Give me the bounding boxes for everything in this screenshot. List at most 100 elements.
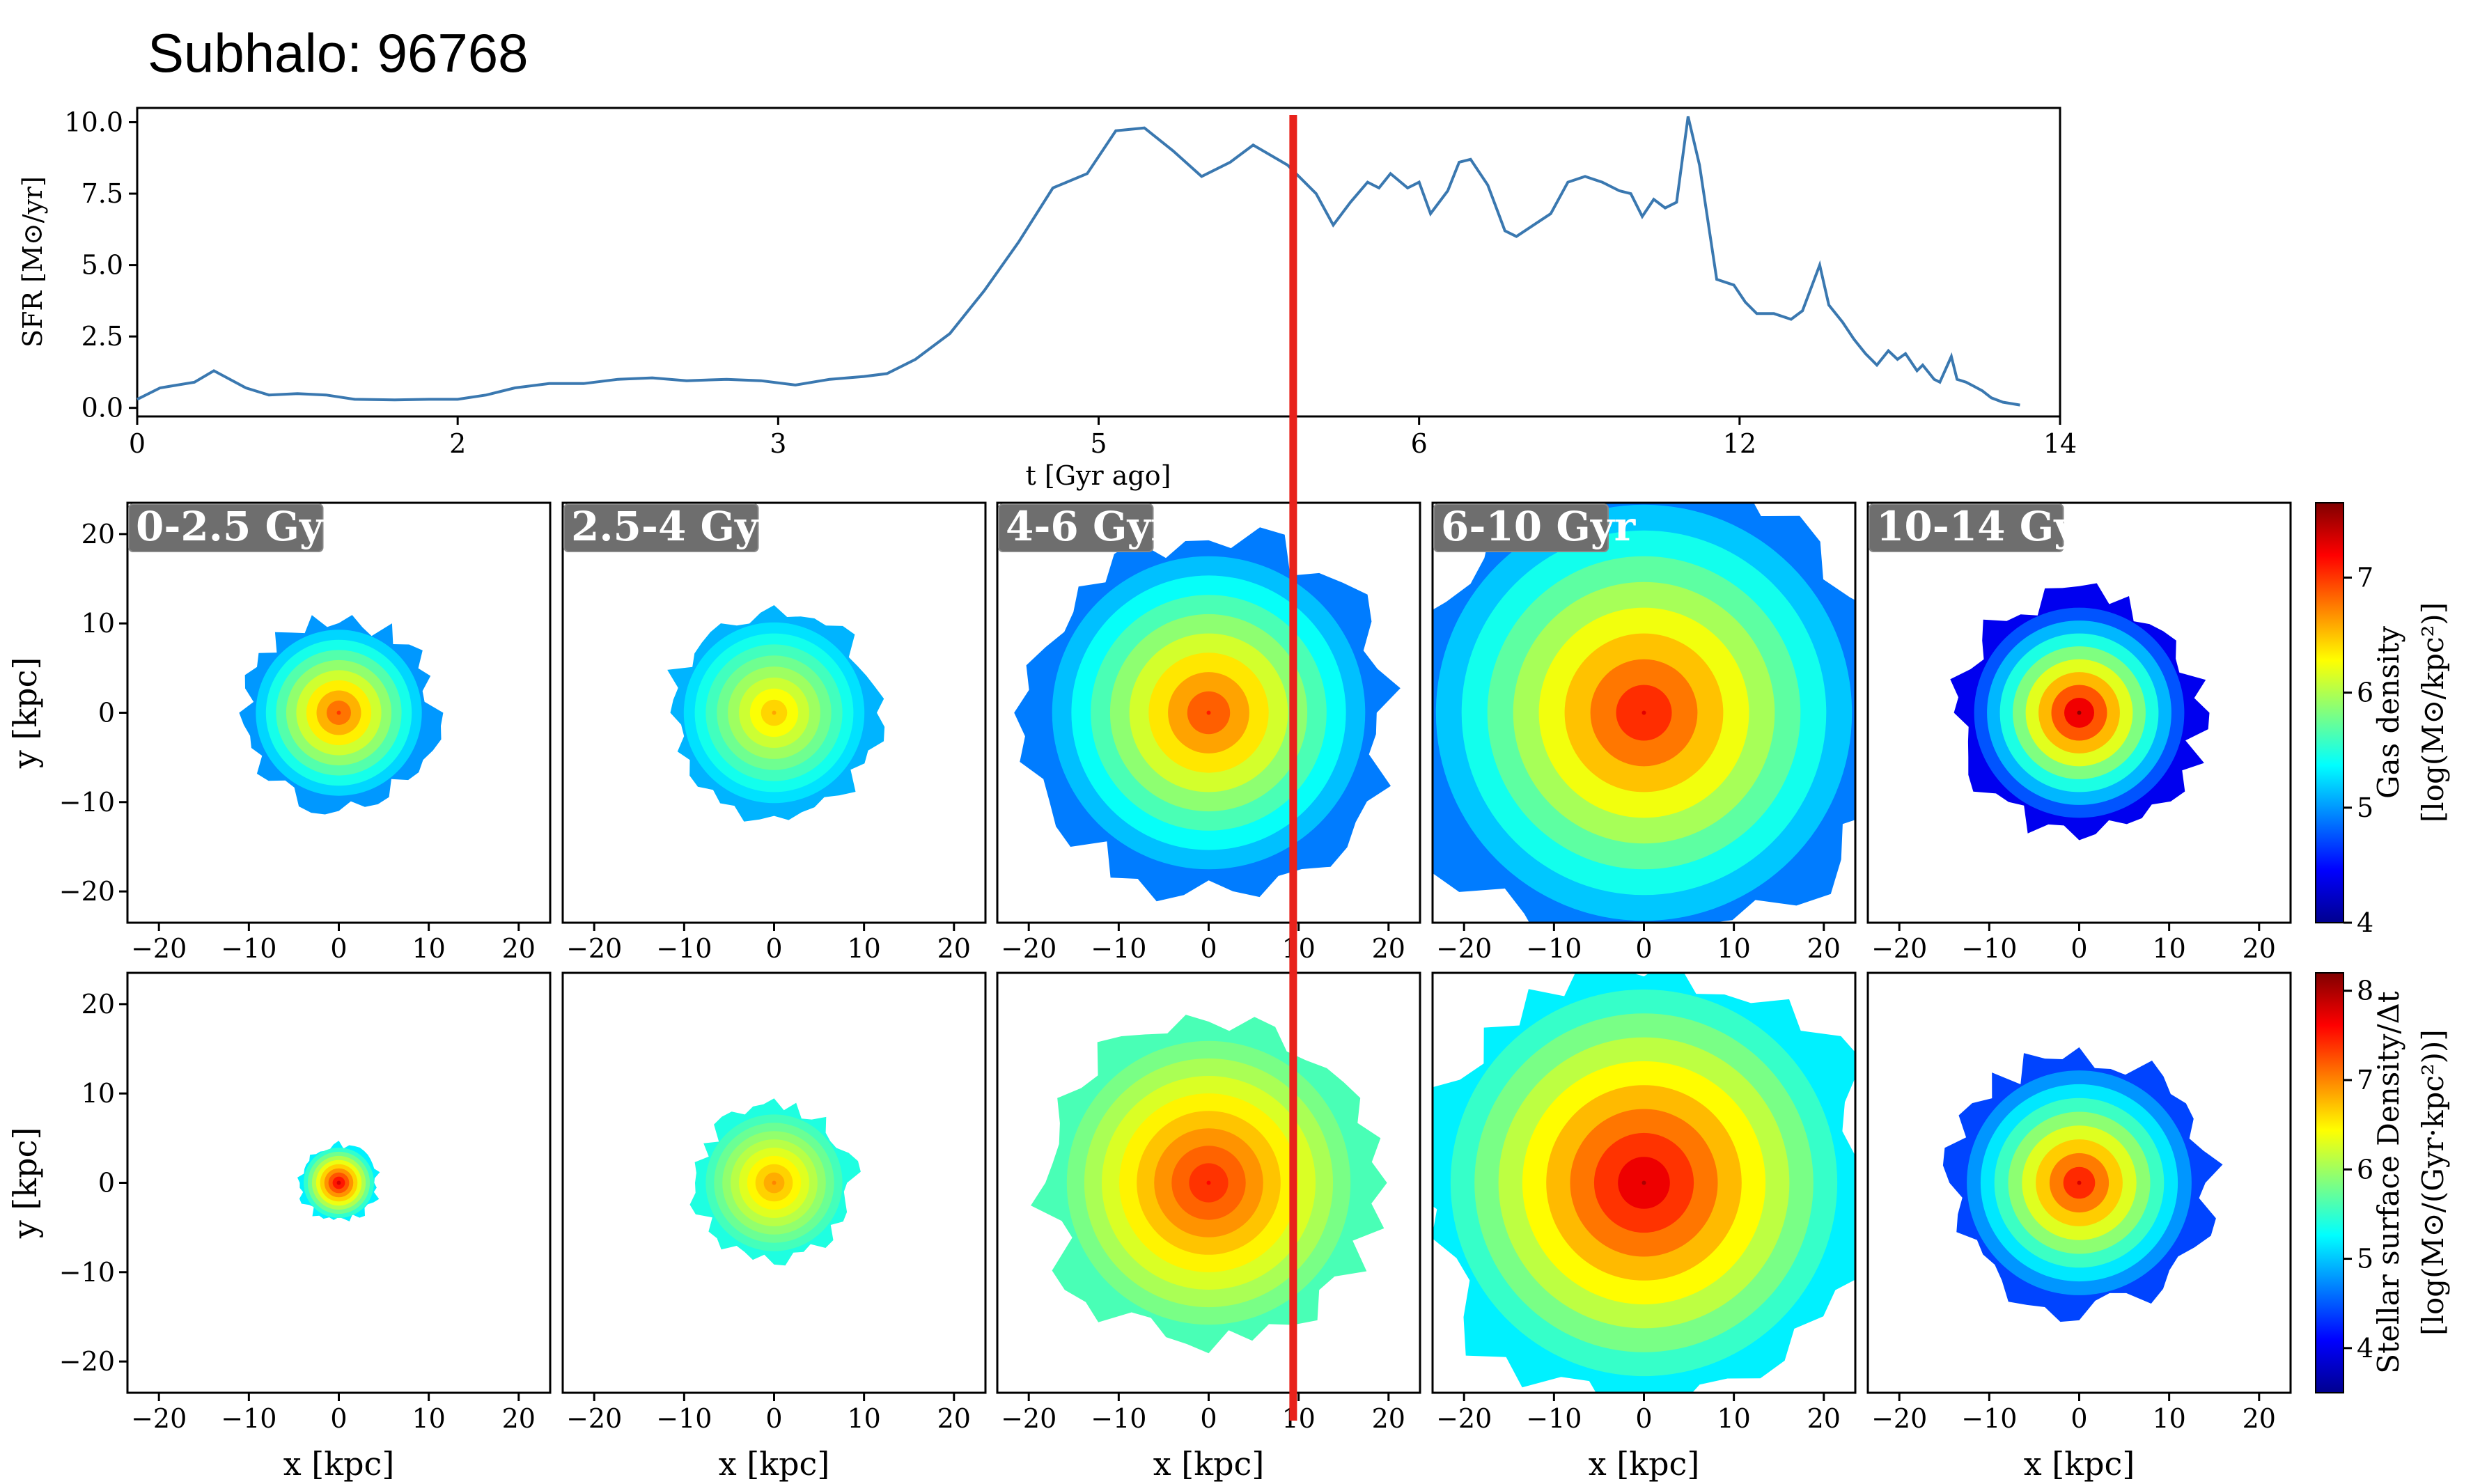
panel-x-tick-label: −10 (1961, 1403, 2017, 1434)
sfr-chart: 0 2 3 5 6 12 14 0.0 2.5 5.0 7.5 10.0 t [Gyr ago] SF… (17, 107, 2077, 491)
colorbar-tick-label: 8 (2357, 976, 2373, 1006)
heatmap-image (1950, 583, 2210, 841)
stellar-colorbar-gradient (2315, 972, 2344, 1393)
colorbar-tick-label: 6 (2357, 678, 2373, 708)
panel-x-tick-label: 0 (1635, 1403, 1652, 1434)
stellar-colorbar-label-line2: [log(M⊙/(Gyr·kpc²))] (2416, 1029, 2450, 1336)
panel-x-tick-label: −20 (1001, 1403, 1056, 1434)
panel-x-tick-label: 20 (2243, 933, 2276, 964)
heatmap-density-level (772, 1180, 777, 1185)
sfr-y-tick-label: 0.0 (81, 393, 123, 423)
panel-x-tick-label: 20 (1372, 933, 1405, 964)
heatmap-panel: −20 −10 0 10 20 −20 −10 0 10 20 y [kpc] x [kpc] (6, 971, 552, 1483)
heatmap-panel: −20 −10 0 10 20 6-10 Gyr (1431, 501, 1857, 964)
sfr-y-axis-label: SFR [M⊙/yr] (17, 176, 48, 347)
heatmap-density-level (1641, 710, 1646, 715)
panel-y-tick-label: 0 (98, 1168, 115, 1198)
panel-x-tick-label: −20 (1871, 933, 1927, 964)
panel-x-tick-label: 0 (765, 1403, 782, 1434)
colorbar-tick-label: 5 (2357, 792, 2373, 823)
panel-time-label: 6-10 Gyr (1441, 503, 1637, 550)
panel-x-tick-label: 0 (330, 1403, 347, 1434)
panel-y-tick-label: 0 (98, 698, 115, 728)
sfr-x-tick-label: 2 (449, 428, 466, 459)
panel-y-tick-label: −10 (59, 1257, 115, 1288)
panel-x-tick-label: −10 (221, 1403, 276, 1434)
stellar-colorbar-ticks: 4 5 6 7 8 (2343, 976, 2373, 1364)
colorbar-tick-label: 4 (2357, 907, 2373, 938)
heatmap-density-level (772, 710, 777, 715)
panel-y-tick-label: 10 (81, 608, 115, 639)
heatmap-panel: −20 −10 0 10 20 x [kpc] (996, 971, 1421, 1483)
panel-y-axis-label: y [kpc] (6, 657, 44, 770)
heatmap-panel: −20 −10 0 10 20 −20 −10 0 10 20 y [kpc] 0-2.5 Gyr (6, 501, 552, 964)
colorbar-tick-label: 7 (2357, 1065, 2373, 1095)
sfr-x-tick-label: 12 (1723, 428, 1756, 459)
panel-y-tick-label: −20 (59, 876, 115, 907)
panel-time-badge (1433, 503, 1609, 552)
panel-x-tick-label: 20 (1807, 933, 1841, 964)
sfr-x-tick-label: 5 (1090, 428, 1107, 459)
panel-x-tick-label: −10 (1961, 933, 2017, 964)
panel-x-tick-label: 0 (1635, 933, 1652, 964)
panel-x-tick-label: −20 (1871, 1403, 1927, 1434)
panel-y-axis-label: y [kpc] (6, 1127, 44, 1240)
panel-x-tick-label: −10 (1526, 1403, 1582, 1434)
panel-x-tick-label: 10 (847, 933, 880, 964)
sfr-tick-group: 0 2 3 5 6 12 14 0.0 2.5 5.0 7.5 10.0 (64, 107, 2077, 459)
sfr-x-axis-label: t [Gyr ago] (1026, 460, 1171, 491)
sfr-y-tick-label: 7.5 (81, 178, 123, 209)
colorbar-tick-label: 6 (2357, 1154, 2373, 1185)
heatmap-image (1031, 1015, 1387, 1354)
sfr-x-tick-label: 6 (1411, 428, 1428, 459)
heatmap-density-level (1206, 710, 1211, 715)
panel-x-tick-label: 0 (2070, 1403, 2087, 1434)
panel-x-tick-label: 0 (330, 933, 347, 964)
colorbar-tick-label: 5 (2357, 1244, 2373, 1274)
panel-time-label: 4-6 Gyr (1006, 503, 1173, 550)
panel-time-badge (1869, 503, 2064, 552)
panel-x-tick-label: −20 (131, 1403, 187, 1434)
panel-x-tick-label: 20 (937, 1403, 971, 1434)
panel-x-tick-label: 0 (2070, 933, 2087, 964)
panel-x-tick-label: 10 (1281, 1403, 1315, 1434)
sfr-series-line (137, 116, 2020, 407)
panel-x-tick-label: 20 (937, 933, 971, 964)
panel-x-axis-label: x [kpc] (1153, 1445, 1265, 1483)
panel-time-badge (128, 503, 324, 552)
panel-x-tick-label: −10 (656, 1403, 712, 1434)
gas-colorbar-label-line2: [log(M⊙/kpc²)] (2416, 602, 2450, 822)
panel-x-tick-label: 10 (1717, 1403, 1750, 1434)
sfr-y-tick-label: 5.0 (81, 250, 123, 281)
panel-x-tick-label: 20 (2243, 1403, 2276, 1434)
heatmap-panel: −20 −10 0 10 20 10-14 Gyr (1866, 501, 2292, 964)
panel-x-tick-label: −10 (1526, 933, 1582, 964)
panel-x-axis-label: x [kpc] (283, 1445, 395, 1483)
heatmap-density-level (336, 1180, 341, 1185)
panel-x-tick-label: 10 (412, 933, 445, 964)
panel-x-axis-label: x [kpc] (1589, 1445, 1700, 1483)
panel-x-tick-label: −20 (566, 1403, 622, 1434)
heatmap-panel: −20 −10 0 10 20 x [kpc] (561, 971, 987, 1483)
gas-colorbar-ticks: 4 5 6 7 (2343, 562, 2373, 938)
heatmap-image (1433, 503, 1855, 923)
sfr-y-tick-label: 2.5 (81, 321, 123, 352)
sfr-x-tick-label: 3 (770, 428, 786, 459)
panel-x-tick-label: 10 (412, 1403, 445, 1434)
colorbar-tick-label: 4 (2357, 1333, 2373, 1364)
panel-x-tick-label: −20 (1436, 1403, 1492, 1434)
panel-x-tick-label: −20 (1436, 933, 1492, 964)
panel-x-tick-label: 20 (502, 1403, 536, 1434)
heatmap-density-level (2077, 710, 2082, 715)
sfr-y-tick-label: 10.0 (64, 107, 123, 138)
panel-x-tick-label: 10 (2152, 933, 2185, 964)
panel-time-label: 0-2.5 Gyr (136, 503, 345, 550)
sfr-x-tick-label: 0 (129, 428, 146, 459)
heatmap-panel-grid: −20 −10 0 10 20 −20 −10 0 10 20 y [kpc] 0-2.5 Gyr −2… (6, 501, 2292, 1483)
panel-x-tick-label: 0 (765, 933, 782, 964)
panel-x-tick-label: 20 (1807, 1403, 1841, 1434)
stellar-colorbar-label-line1: Stellar surface Density/Δt (2371, 991, 2405, 1373)
panel-x-tick-label: −20 (131, 933, 187, 964)
panel-x-tick-label: −10 (656, 933, 712, 964)
heatmap-density-level (2077, 1180, 2082, 1185)
